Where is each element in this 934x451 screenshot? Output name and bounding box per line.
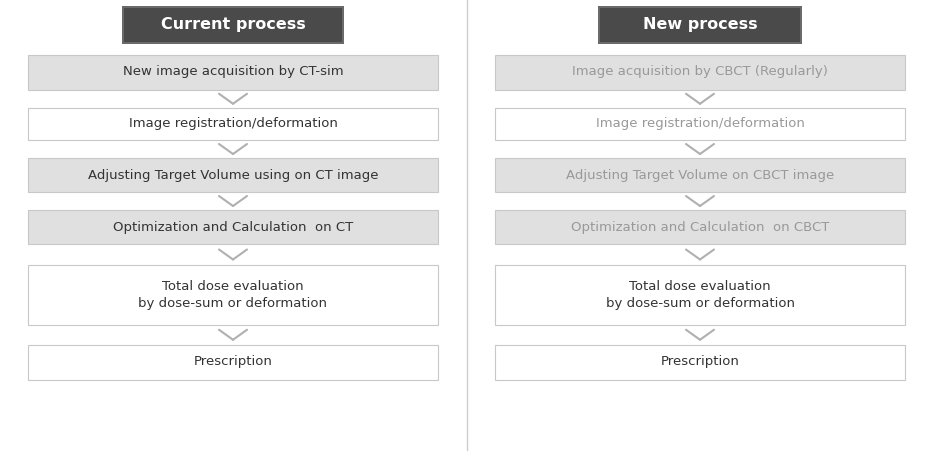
Text: Prescription: Prescription	[660, 355, 740, 368]
FancyBboxPatch shape	[28, 55, 438, 89]
Text: Image registration/deformation: Image registration/deformation	[129, 118, 337, 130]
Text: Adjusting Target Volume using on CT image: Adjusting Target Volume using on CT imag…	[88, 169, 378, 181]
FancyBboxPatch shape	[495, 210, 905, 244]
FancyBboxPatch shape	[495, 265, 905, 325]
Text: Image registration/deformation: Image registration/deformation	[596, 118, 804, 130]
FancyBboxPatch shape	[28, 345, 438, 379]
Text: New image acquisition by CT-sim: New image acquisition by CT-sim	[122, 65, 344, 78]
Text: Optimization and Calculation  on CBCT: Optimization and Calculation on CBCT	[571, 221, 829, 234]
FancyBboxPatch shape	[495, 158, 905, 192]
Text: Total dose evaluation
by dose-sum or deformation: Total dose evaluation by dose-sum or def…	[605, 280, 795, 310]
FancyBboxPatch shape	[28, 108, 438, 140]
FancyBboxPatch shape	[495, 345, 905, 379]
FancyBboxPatch shape	[495, 108, 905, 140]
FancyBboxPatch shape	[598, 6, 802, 44]
FancyBboxPatch shape	[600, 8, 800, 42]
Text: Optimization and Calculation  on CT: Optimization and Calculation on CT	[113, 221, 353, 234]
FancyBboxPatch shape	[124, 8, 342, 42]
Text: New process: New process	[643, 18, 757, 32]
FancyBboxPatch shape	[28, 265, 438, 325]
FancyBboxPatch shape	[28, 210, 438, 244]
Text: Adjusting Target Volume on CBCT image: Adjusting Target Volume on CBCT image	[566, 169, 834, 181]
Text: Prescription: Prescription	[193, 355, 273, 368]
Text: Image acquisition by CBCT (Regularly): Image acquisition by CBCT (Regularly)	[572, 65, 828, 78]
Text: Current process: Current process	[161, 18, 305, 32]
Text: Total dose evaluation
by dose-sum or deformation: Total dose evaluation by dose-sum or def…	[138, 280, 328, 310]
FancyBboxPatch shape	[28, 158, 438, 192]
FancyBboxPatch shape	[122, 6, 344, 44]
FancyBboxPatch shape	[495, 55, 905, 89]
